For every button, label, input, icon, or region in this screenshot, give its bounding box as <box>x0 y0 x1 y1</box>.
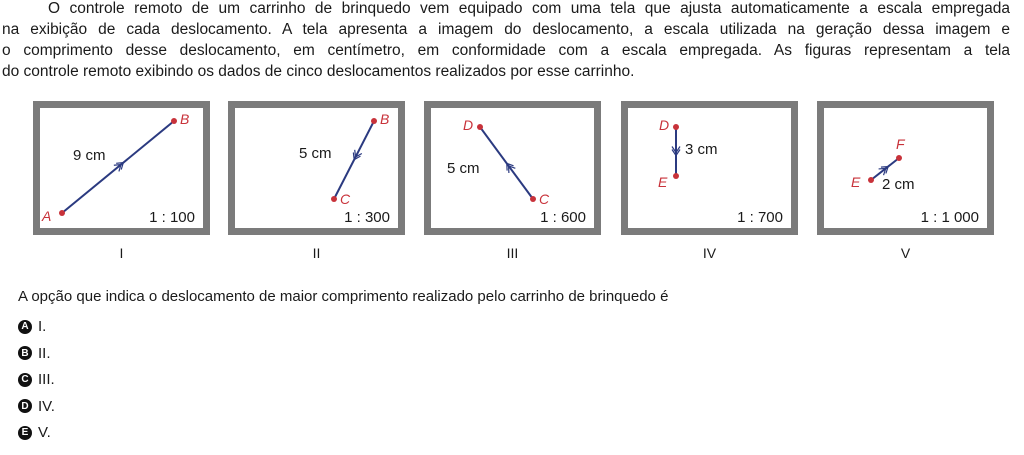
length-label: 3 cm <box>685 141 718 158</box>
figure-numeral: I <box>119 245 124 261</box>
scale-label: 1 : 700 <box>737 209 783 226</box>
end-point <box>477 124 483 130</box>
end-point <box>171 118 177 124</box>
remote-screen-3: C D 5 cm 1 : 600 <box>424 101 601 235</box>
direction-arrow-icon <box>506 162 516 174</box>
option-letter-badge: D <box>18 399 32 413</box>
scale-label: 1 : 600 <box>540 209 586 226</box>
option-letter-badge: B <box>18 346 32 360</box>
end-point-label: F <box>896 136 905 152</box>
direction-arrow-icon <box>352 149 363 161</box>
statement-line: o comprimento desse deslocamento, em cen… <box>2 42 1010 59</box>
remote-screen-2: B C 5 cm 1 : 300 <box>228 101 405 235</box>
displacement-drawing <box>671 124 681 179</box>
end-point <box>896 155 902 161</box>
remote-screen-1: A B 9 cm 1 : 100 <box>33 101 210 235</box>
direction-arrow-icon <box>671 146 681 157</box>
displacement-drawing <box>868 155 902 183</box>
length-label: 2 cm <box>882 176 915 193</box>
length-label: 5 cm <box>447 160 480 177</box>
displacement-drawing <box>331 118 377 202</box>
option-text: III. <box>38 371 55 388</box>
start-point <box>59 210 65 216</box>
start-point <box>868 177 874 183</box>
end-point-label: E <box>658 174 668 190</box>
option-letter-badge: A <box>18 319 32 334</box>
option-a[interactable]: A I. <box>18 318 46 335</box>
option-text: V. <box>38 424 51 441</box>
scale-label: 1 : 100 <box>149 209 195 226</box>
displacement-drawing <box>477 124 536 202</box>
start-point-label: E <box>851 174 861 190</box>
statement-line: do controle remoto exibindo os dados de … <box>2 63 635 80</box>
length-label: 9 cm <box>73 147 106 164</box>
option-b[interactable]: B II. <box>18 345 51 362</box>
remote-screen-4: D E 3 cm 1 : 700 <box>621 101 798 235</box>
start-point-label: C <box>539 191 550 207</box>
figure-numeral: IV <box>702 245 717 261</box>
direction-arrow-icon <box>113 161 125 172</box>
direction-arrow-icon <box>878 165 889 176</box>
start-point <box>530 196 536 202</box>
figure-numeral: III <box>506 245 519 261</box>
option-c[interactable]: C III. <box>18 371 55 388</box>
option-text: I. <box>38 318 47 335</box>
option-text: IV. <box>38 397 55 415</box>
option-d[interactable]: D IV. <box>18 398 55 415</box>
statement-line: na exibição de cada deslocamento. A tela… <box>2 21 1010 38</box>
displacement-segment <box>61 120 175 214</box>
scale-label: 1 : 300 <box>344 209 390 226</box>
end-point <box>673 173 679 179</box>
figure-numeral: V <box>900 245 911 261</box>
start-point <box>673 124 679 130</box>
option-letter-badge: C <box>18 372 32 387</box>
start-point-label: B <box>380 111 390 127</box>
statement-line: O controle remoto de um carrinho de brin… <box>48 0 1010 17</box>
end-point-label: B <box>180 111 190 127</box>
figure-numeral: II <box>312 245 321 261</box>
scale-label: 1 : 1 000 <box>920 209 979 226</box>
remote-screen-5: E F 2 cm 1 : 1 000 <box>817 101 994 235</box>
start-point <box>371 118 377 124</box>
start-point-label: A <box>42 208 52 224</box>
end-point <box>331 196 337 202</box>
end-point-label: D <box>463 117 474 133</box>
length-label: 5 cm <box>299 145 332 162</box>
option-letter-badge: E <box>18 425 32 440</box>
displacement-drawing <box>59 118 177 216</box>
question-text: A opção que indica o deslocamento de mai… <box>18 288 669 305</box>
end-point-label: C <box>340 191 351 207</box>
start-point-label: D <box>659 117 670 133</box>
option-text: II. <box>38 344 51 362</box>
option-e[interactable]: E V. <box>18 424 51 441</box>
